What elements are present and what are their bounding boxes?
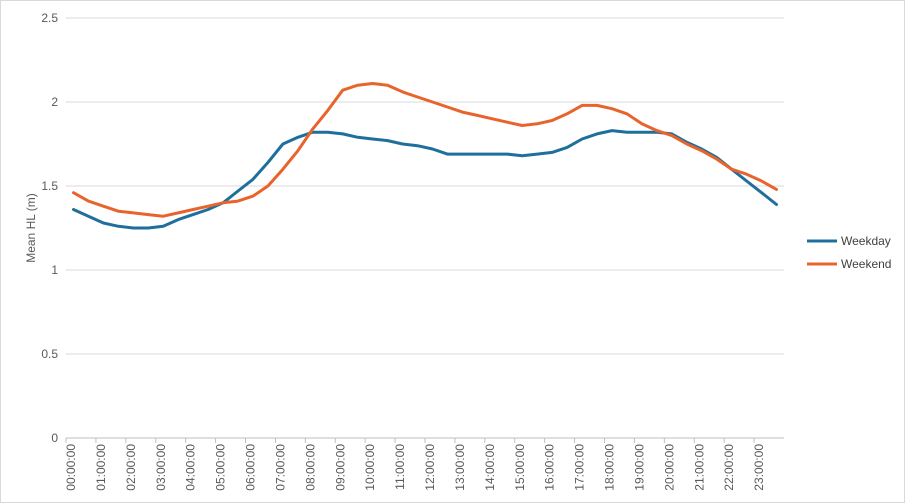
x-tick-label: 04:00:00 (184, 444, 198, 491)
y-tick-label: 0 (51, 431, 58, 445)
legend-label-weekday: Weekday (841, 234, 891, 248)
y-tick-label: 0.5 (41, 347, 58, 361)
x-tick-label: 10:00:00 (363, 444, 377, 491)
x-tick-label: 23:00:00 (752, 444, 766, 491)
x-tick-label: 06:00:00 (244, 444, 258, 491)
x-tick-label: 20:00:00 (662, 444, 676, 491)
y-tick-label: 1.5 (41, 179, 58, 193)
x-tick-label: 16:00:00 (543, 444, 557, 491)
x-tick-label: 08:00:00 (303, 444, 317, 491)
x-tick-label: 02:00:00 (124, 444, 138, 491)
series-line-weekend (72, 82, 778, 218)
x-tick-label: 17:00:00 (573, 444, 587, 491)
x-tick-label: 11:00:00 (393, 444, 407, 490)
x-tick-label: 21:00:00 (692, 444, 706, 491)
x-tick-label: 07:00:00 (273, 444, 287, 491)
x-tick-label: 03:00:00 (154, 444, 168, 491)
x-tick-label: 01:00:00 (94, 444, 108, 491)
x-tick-label: 09:00:00 (333, 444, 347, 491)
x-tick-label: 14:00:00 (483, 444, 497, 491)
x-tick-label: 00:00:00 (64, 444, 78, 491)
x-tick-label: 05:00:00 (214, 444, 228, 491)
x-tick-label: 12:00:00 (423, 444, 437, 491)
y-axis-title: Mean HL (m) (24, 193, 38, 263)
x-tick-label: 19:00:00 (632, 444, 646, 491)
y-tick-label: 1 (51, 263, 58, 277)
x-tick-label: 22:00:00 (722, 444, 736, 491)
x-tick-label: 18:00:00 (603, 444, 617, 491)
legend-label-weekend: Weekend (841, 257, 891, 271)
x-tick-label: 13:00:00 (453, 444, 467, 491)
y-tick-label: 2 (51, 95, 58, 109)
y-tick-label: 2.5 (41, 11, 58, 25)
x-tick-label: 15:00:00 (513, 444, 527, 491)
